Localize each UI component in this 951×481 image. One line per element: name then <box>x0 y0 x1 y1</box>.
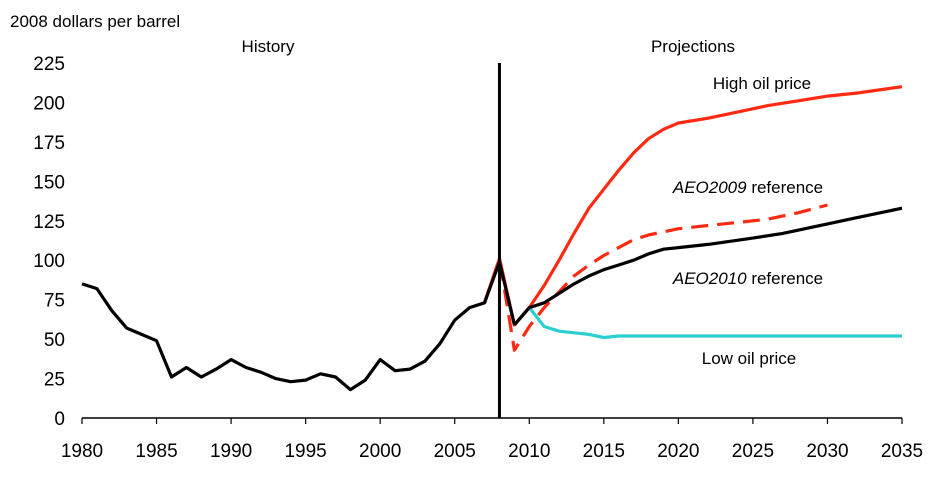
y-tick-label: 25 <box>44 370 65 391</box>
series-line-high-oil-price <box>482 85 903 327</box>
series-lines <box>81 85 903 392</box>
series-line-low-oil-price <box>528 306 902 340</box>
x-axis-ticks: 1980 1985 1990 1995 2000 2005 2010 2015 2020 2025… <box>61 418 923 462</box>
label-aeo2009-reference: AEO2009 reference <box>672 178 823 197</box>
y-tick-label: 125 <box>33 212 65 233</box>
x-tick-label: 2020 <box>657 441 699 462</box>
y-tick-label: 75 <box>44 291 65 312</box>
label-aeo2010-suffix: reference <box>747 269 824 288</box>
series-line-aeo2009-reference <box>482 203 828 352</box>
label-high-oil-price: High oil price <box>713 74 811 93</box>
x-tick-label: 2010 <box>508 441 550 462</box>
x-tick-label: 2005 <box>434 441 476 462</box>
label-aeo2010-reference: AEO2010 reference <box>672 269 823 288</box>
x-tick-label: 2030 <box>806 441 848 462</box>
y-tick-label: 0 <box>54 409 65 430</box>
label-aeo2010-prefix: AEO2010 <box>672 269 747 288</box>
series-line-history <box>81 260 516 392</box>
y-tick-label: 150 <box>33 172 65 193</box>
region-label-projections: Projections <box>651 37 735 56</box>
y-tick-label: 100 <box>33 251 65 272</box>
y-tick-label: 175 <box>33 133 65 154</box>
x-tick-label: 2035 <box>881 441 923 462</box>
y-tick-label: 225 <box>33 54 65 75</box>
y-tick-label: 200 <box>33 93 65 114</box>
region-label-history: History <box>242 37 295 56</box>
label-aeo2009-suffix: reference <box>747 178 824 197</box>
y-tick-label: 50 <box>44 330 65 351</box>
x-tick-label: 2025 <box>732 441 774 462</box>
y-axis-ticks: 0 25 50 75 100 125 150 175 200 225 <box>33 54 65 430</box>
x-tick-label: 1980 <box>61 441 103 462</box>
x-tick-label: 1985 <box>135 441 177 462</box>
x-tick-label: 1995 <box>284 441 326 462</box>
x-tick-label: 2015 <box>583 441 625 462</box>
x-tick-label: 1990 <box>210 441 252 462</box>
y-axis-label: 2008 dollars per barrel <box>10 12 180 31</box>
label-low-oil-price: Low oil price <box>702 349 797 368</box>
label-aeo2009-prefix: AEO2009 <box>672 178 747 197</box>
x-tick-label: 2000 <box>359 441 401 462</box>
series-line-aeo2010-reference <box>513 206 903 326</box>
